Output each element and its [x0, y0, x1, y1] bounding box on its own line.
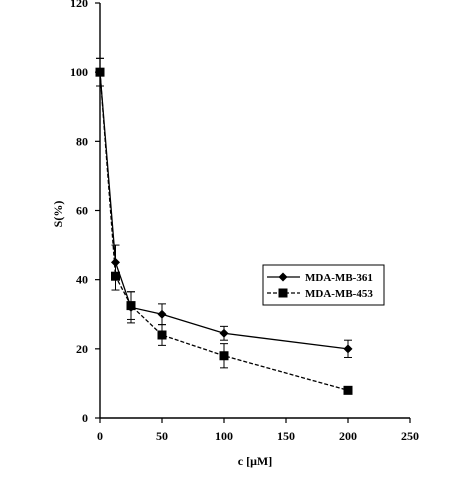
data-point-diamond — [219, 328, 229, 338]
y-tick-label: 20 — [76, 342, 88, 356]
legend-items: MDA-MB-361 MDA-MB-453 — [267, 272, 373, 300]
y-tick-label: 120 — [70, 0, 88, 10]
y-axis-title: S(%) — [51, 201, 65, 228]
legend-marker-diamond — [278, 272, 288, 282]
data-point-square — [111, 271, 120, 281]
y-tick-label: 40 — [76, 273, 88, 287]
data-point-diamond — [343, 344, 353, 354]
x-tick-label: 0 — [97, 429, 103, 443]
x-ticks: 0 50 100 150 200 250 — [97, 418, 419, 443]
x-tick-label: 100 — [215, 429, 233, 443]
legend-label: MDA-MB-361 — [305, 272, 373, 284]
x-axis-title: c [μM] — [238, 454, 272, 468]
series-mda-mb-361 — [95, 57, 353, 358]
legend: MDA-MB-361 MDA-MB-453 — [262, 264, 385, 306]
series-mda-mb-453 — [95, 57, 353, 395]
x-tick-label: 50 — [156, 429, 168, 443]
data-point-square — [126, 301, 136, 311]
legend-label: MDA-MB-453 — [305, 288, 373, 300]
series-line — [99, 72, 349, 391]
x-tick-label: 200 — [339, 429, 357, 443]
data-point-square — [219, 351, 229, 361]
data-point-square — [95, 67, 105, 77]
y-tick-label: 80 — [76, 134, 88, 148]
y-tick-label: 0 — [82, 411, 88, 425]
x-tick-label: 150 — [277, 429, 295, 443]
data-point-square — [343, 385, 353, 395]
y-tick-label: 100 — [70, 65, 88, 79]
legend-marker-square — [278, 288, 288, 298]
series-line — [99, 72, 349, 350]
data-point-diamond — [157, 309, 167, 319]
y-ticks: 0 20 40 60 80 100 120 — [70, 0, 100, 425]
legend-box — [262, 264, 385, 306]
x-tick-label: 250 — [401, 429, 419, 443]
axes — [99, 3, 410, 419]
y-tick-label: 60 — [76, 204, 88, 218]
data-point-square — [157, 330, 167, 340]
series-layer — [95, 57, 353, 395]
